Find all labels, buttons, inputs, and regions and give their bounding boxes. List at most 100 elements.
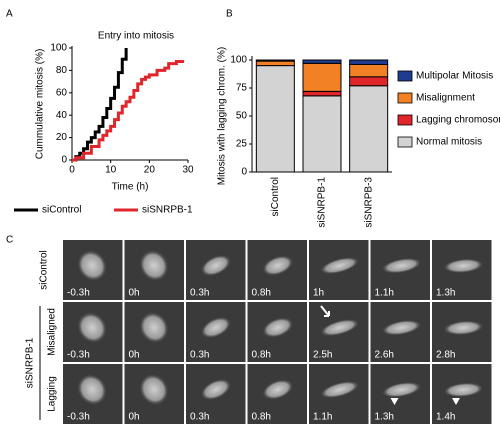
time-label: 0.3h [190, 412, 209, 423]
time-label: 1.3h [436, 288, 455, 299]
cell [320, 381, 360, 399]
y-tick-label: 80 [56, 65, 68, 76]
bar-segment [349, 63, 389, 78]
legend-label: Misalignment [416, 93, 475, 104]
y-tick-label: 100 [50, 43, 67, 54]
y-axis-label: Mitosis with lagging chrom. (%) [217, 47, 228, 185]
time-label: 1.4h [436, 412, 455, 423]
cell [139, 374, 169, 406]
cell [320, 257, 360, 275]
time-label: 0.3h [190, 350, 209, 361]
cell [200, 378, 231, 401]
micrograph: 0h [124, 364, 184, 424]
micrograph: 0h [124, 302, 184, 362]
bar-segment [255, 65, 295, 173]
cell [262, 255, 294, 276]
y-tick-label: 75 [236, 83, 248, 94]
micrograph: 0.8h [247, 364, 307, 424]
micrograph: -0.3h [63, 364, 123, 424]
cell [443, 258, 484, 274]
bar-segment [349, 85, 389, 173]
y-tick-label: 20 [56, 132, 68, 143]
cell [320, 319, 360, 337]
y-tick-label: 40 [56, 110, 68, 121]
micrograph: 1.1h [370, 240, 430, 300]
bar-segment [255, 59, 295, 62]
y-axis-label: Cummulative mitosis (%) [35, 49, 46, 160]
y-tick-label: 0 [241, 167, 247, 178]
legend-swatch [397, 114, 413, 126]
micrograph: 0.8h [247, 240, 307, 300]
x-axis-label: Time (h) [112, 182, 149, 193]
bar-segment [302, 59, 342, 64]
time-label: -0.3h [67, 412, 90, 423]
y-tick-label: 25 [236, 139, 248, 150]
x-tick-label: 20 [144, 165, 156, 176]
time-label: 1.1h [375, 288, 394, 299]
time-label: 1h [313, 288, 324, 299]
bar-segment [349, 59, 389, 65]
time-label: 1.3h [375, 412, 394, 423]
y-tick-label: 0 [61, 155, 67, 166]
arrowhead [452, 398, 460, 405]
legend-label: Multipolar Mitosis [416, 71, 493, 82]
micrograph: -0.3h [63, 302, 123, 362]
row-label: Lagging [47, 376, 58, 412]
cell [262, 379, 294, 400]
legend-label: Lagging chromosomes [416, 115, 500, 126]
legend-swatch [397, 136, 413, 148]
micrograph: 1h [309, 240, 369, 300]
time-label: -0.3h [67, 350, 90, 361]
cell [262, 317, 294, 338]
time-label: 0.8h [252, 288, 271, 299]
cell [381, 319, 422, 336]
cell [200, 254, 231, 277]
panel-label: C [6, 235, 13, 246]
bar-segment [302, 95, 342, 173]
cell [381, 257, 422, 274]
micrograph: 0h [124, 240, 184, 300]
time-label: 0h [129, 350, 140, 361]
cell [443, 320, 484, 336]
time-label: 2.5h [313, 350, 332, 361]
panel-label: B [226, 9, 233, 20]
data-line [72, 59, 185, 162]
legend-swatch [397, 70, 413, 82]
cell [77, 312, 107, 343]
x-tick-label: siControl [270, 177, 281, 216]
micrograph: 1.3h [432, 240, 492, 300]
bar-segment [302, 90, 342, 97]
micrograph: -0.3h [63, 240, 123, 300]
time-label: 0.8h [252, 412, 271, 423]
micrograph: 1.3h [370, 364, 430, 424]
x-tick-label: siSNRPB-1 [317, 177, 328, 228]
x-tick-label: 0 [69, 165, 75, 176]
time-label: 0.3h [190, 288, 209, 299]
cell [139, 250, 169, 282]
micrograph: 1.4h [432, 364, 492, 424]
time-label: 2.8h [436, 350, 455, 361]
time-label: 0h [129, 412, 140, 423]
micrograph: 0.3h [186, 302, 246, 362]
y-tick-label: 100 [230, 55, 247, 66]
micrograph: 0.3h [186, 364, 246, 424]
legend-label: Normal mitosis [416, 137, 482, 148]
micrograph: 1.1h [309, 364, 369, 424]
micrograph: 2.8h [432, 302, 492, 362]
bar-segment [255, 60, 295, 67]
panel-label: A [6, 9, 13, 20]
row-label: Misaligned [47, 308, 58, 356]
cell [77, 250, 107, 281]
cell [443, 382, 484, 398]
arrow [320, 305, 330, 317]
y-tick-label: 50 [236, 111, 248, 122]
bar-segment [349, 76, 389, 87]
x-tick-label: siSNRPB-3 [363, 177, 374, 228]
chart-title: Entry into mitosis [98, 31, 174, 42]
bar-segment [302, 62, 342, 92]
y-tick-label: 60 [56, 87, 68, 98]
time-label: 1.1h [313, 412, 332, 423]
micrograph: 0.8h [247, 302, 307, 362]
